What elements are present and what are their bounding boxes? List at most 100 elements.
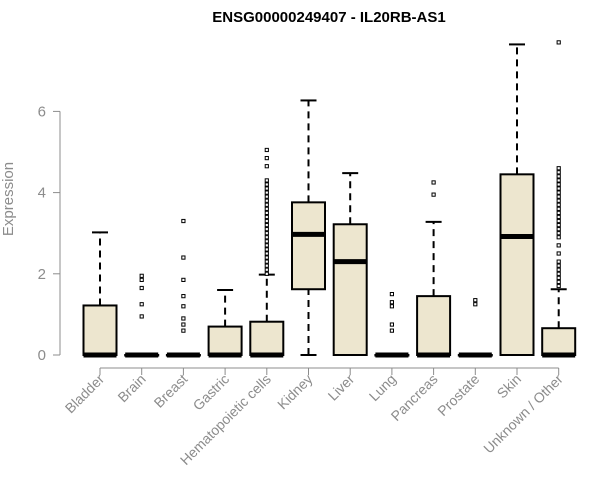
outlier-point <box>556 202 561 207</box>
outlier-point <box>556 279 561 285</box>
outlier-point <box>264 259 269 264</box>
outlier-point <box>181 294 186 299</box>
outlier-point <box>139 314 144 319</box>
box-body <box>207 325 243 356</box>
chart-title: ENSG00000249407 - IL20RB-AS1 <box>212 9 445 26</box>
x-tick-label: Liver <box>325 371 358 404</box>
outlier-point <box>556 231 561 236</box>
outlier-point <box>556 235 561 240</box>
outlier-point <box>473 298 478 303</box>
outlier-point <box>264 271 269 276</box>
box-10 <box>499 43 535 356</box>
box-body <box>499 173 535 356</box>
box-8 <box>416 180 452 358</box>
outlier-point <box>556 214 561 220</box>
outlier-point <box>556 218 561 224</box>
outlier-point <box>389 328 394 333</box>
box-4 <box>249 147 285 358</box>
outlier-point <box>556 251 561 256</box>
box-body <box>249 320 285 357</box>
y-tick-label: 6 <box>38 103 46 120</box>
outlier-point <box>556 227 561 232</box>
outlier-point <box>556 275 561 280</box>
x-tick-label: Breast <box>151 371 191 411</box>
box-6 <box>332 172 368 356</box>
outlier-point <box>264 194 269 199</box>
box-5 <box>291 99 326 356</box>
outlier-point <box>556 259 561 264</box>
outlier-point <box>556 198 561 203</box>
outlier-point <box>389 292 394 297</box>
outlier-point <box>264 202 269 207</box>
outlier-point <box>139 273 144 278</box>
box-1 <box>124 273 160 358</box>
y-axis: 0 2 4 6 <box>38 103 61 364</box>
outlier-point <box>181 322 186 327</box>
outlier-point <box>556 206 561 211</box>
outlier-point <box>556 267 561 272</box>
outlier-point <box>264 198 269 203</box>
box-body <box>291 201 326 291</box>
box-body <box>332 223 368 356</box>
outlier-point <box>264 263 269 268</box>
outlier-point <box>264 222 269 228</box>
x-tick-label: Brain <box>114 371 148 405</box>
outlier-point <box>556 166 561 171</box>
box-9 <box>457 298 493 358</box>
outlier-point <box>139 277 144 282</box>
outlier-point <box>264 231 269 236</box>
outlier-point <box>556 271 561 276</box>
outlier-point <box>556 243 561 248</box>
outlier-point <box>264 235 269 240</box>
outlier-point <box>264 255 269 260</box>
box-body <box>416 295 452 357</box>
outlier-point <box>389 304 394 309</box>
y-tick-label: 4 <box>38 185 46 202</box>
outlier-point <box>181 304 186 309</box>
boxes <box>82 40 577 358</box>
outlier-point <box>181 277 186 282</box>
box-body <box>82 304 118 356</box>
x-tick-label: Bladder <box>62 371 108 417</box>
outlier-point <box>264 178 269 183</box>
outlier-point <box>264 182 269 187</box>
box-body <box>541 327 577 357</box>
y-tick-label: 0 <box>38 347 46 364</box>
outlier-point <box>264 227 269 232</box>
outlier-point <box>556 194 561 199</box>
outlier-point <box>556 210 561 216</box>
outlier-point <box>556 222 561 228</box>
box-0 <box>82 231 118 358</box>
outlier-point <box>556 178 561 183</box>
outlier-point <box>556 170 561 175</box>
box-2 <box>165 218 201 358</box>
outlier-point <box>556 182 561 187</box>
outlier-point <box>264 147 269 153</box>
outlier-point <box>389 300 394 305</box>
x-tick-label: Unknown / Other <box>480 371 566 457</box>
box-7 <box>374 292 410 358</box>
outlier-point <box>264 251 269 256</box>
outlier-point <box>264 243 269 248</box>
box-3 <box>207 289 243 358</box>
outlier-point <box>556 190 561 195</box>
outlier-point <box>556 263 561 268</box>
outlier-point <box>181 328 186 333</box>
outlier-point <box>264 247 269 252</box>
x-tick-label: Lung <box>366 371 399 404</box>
outlier-point <box>264 267 269 272</box>
outlier-point <box>473 302 478 307</box>
outlier-point <box>181 316 186 321</box>
outlier-point <box>264 218 269 224</box>
outlier-point <box>181 255 186 260</box>
x-tick-label: Skin <box>494 371 525 402</box>
outlier-point <box>264 155 269 161</box>
box-11 <box>541 40 577 358</box>
outlier-point <box>556 186 561 191</box>
outlier-point <box>431 192 436 197</box>
outlier-point <box>556 174 561 179</box>
outlier-point <box>264 206 269 211</box>
x-tick-label: Kidney <box>274 371 316 413</box>
